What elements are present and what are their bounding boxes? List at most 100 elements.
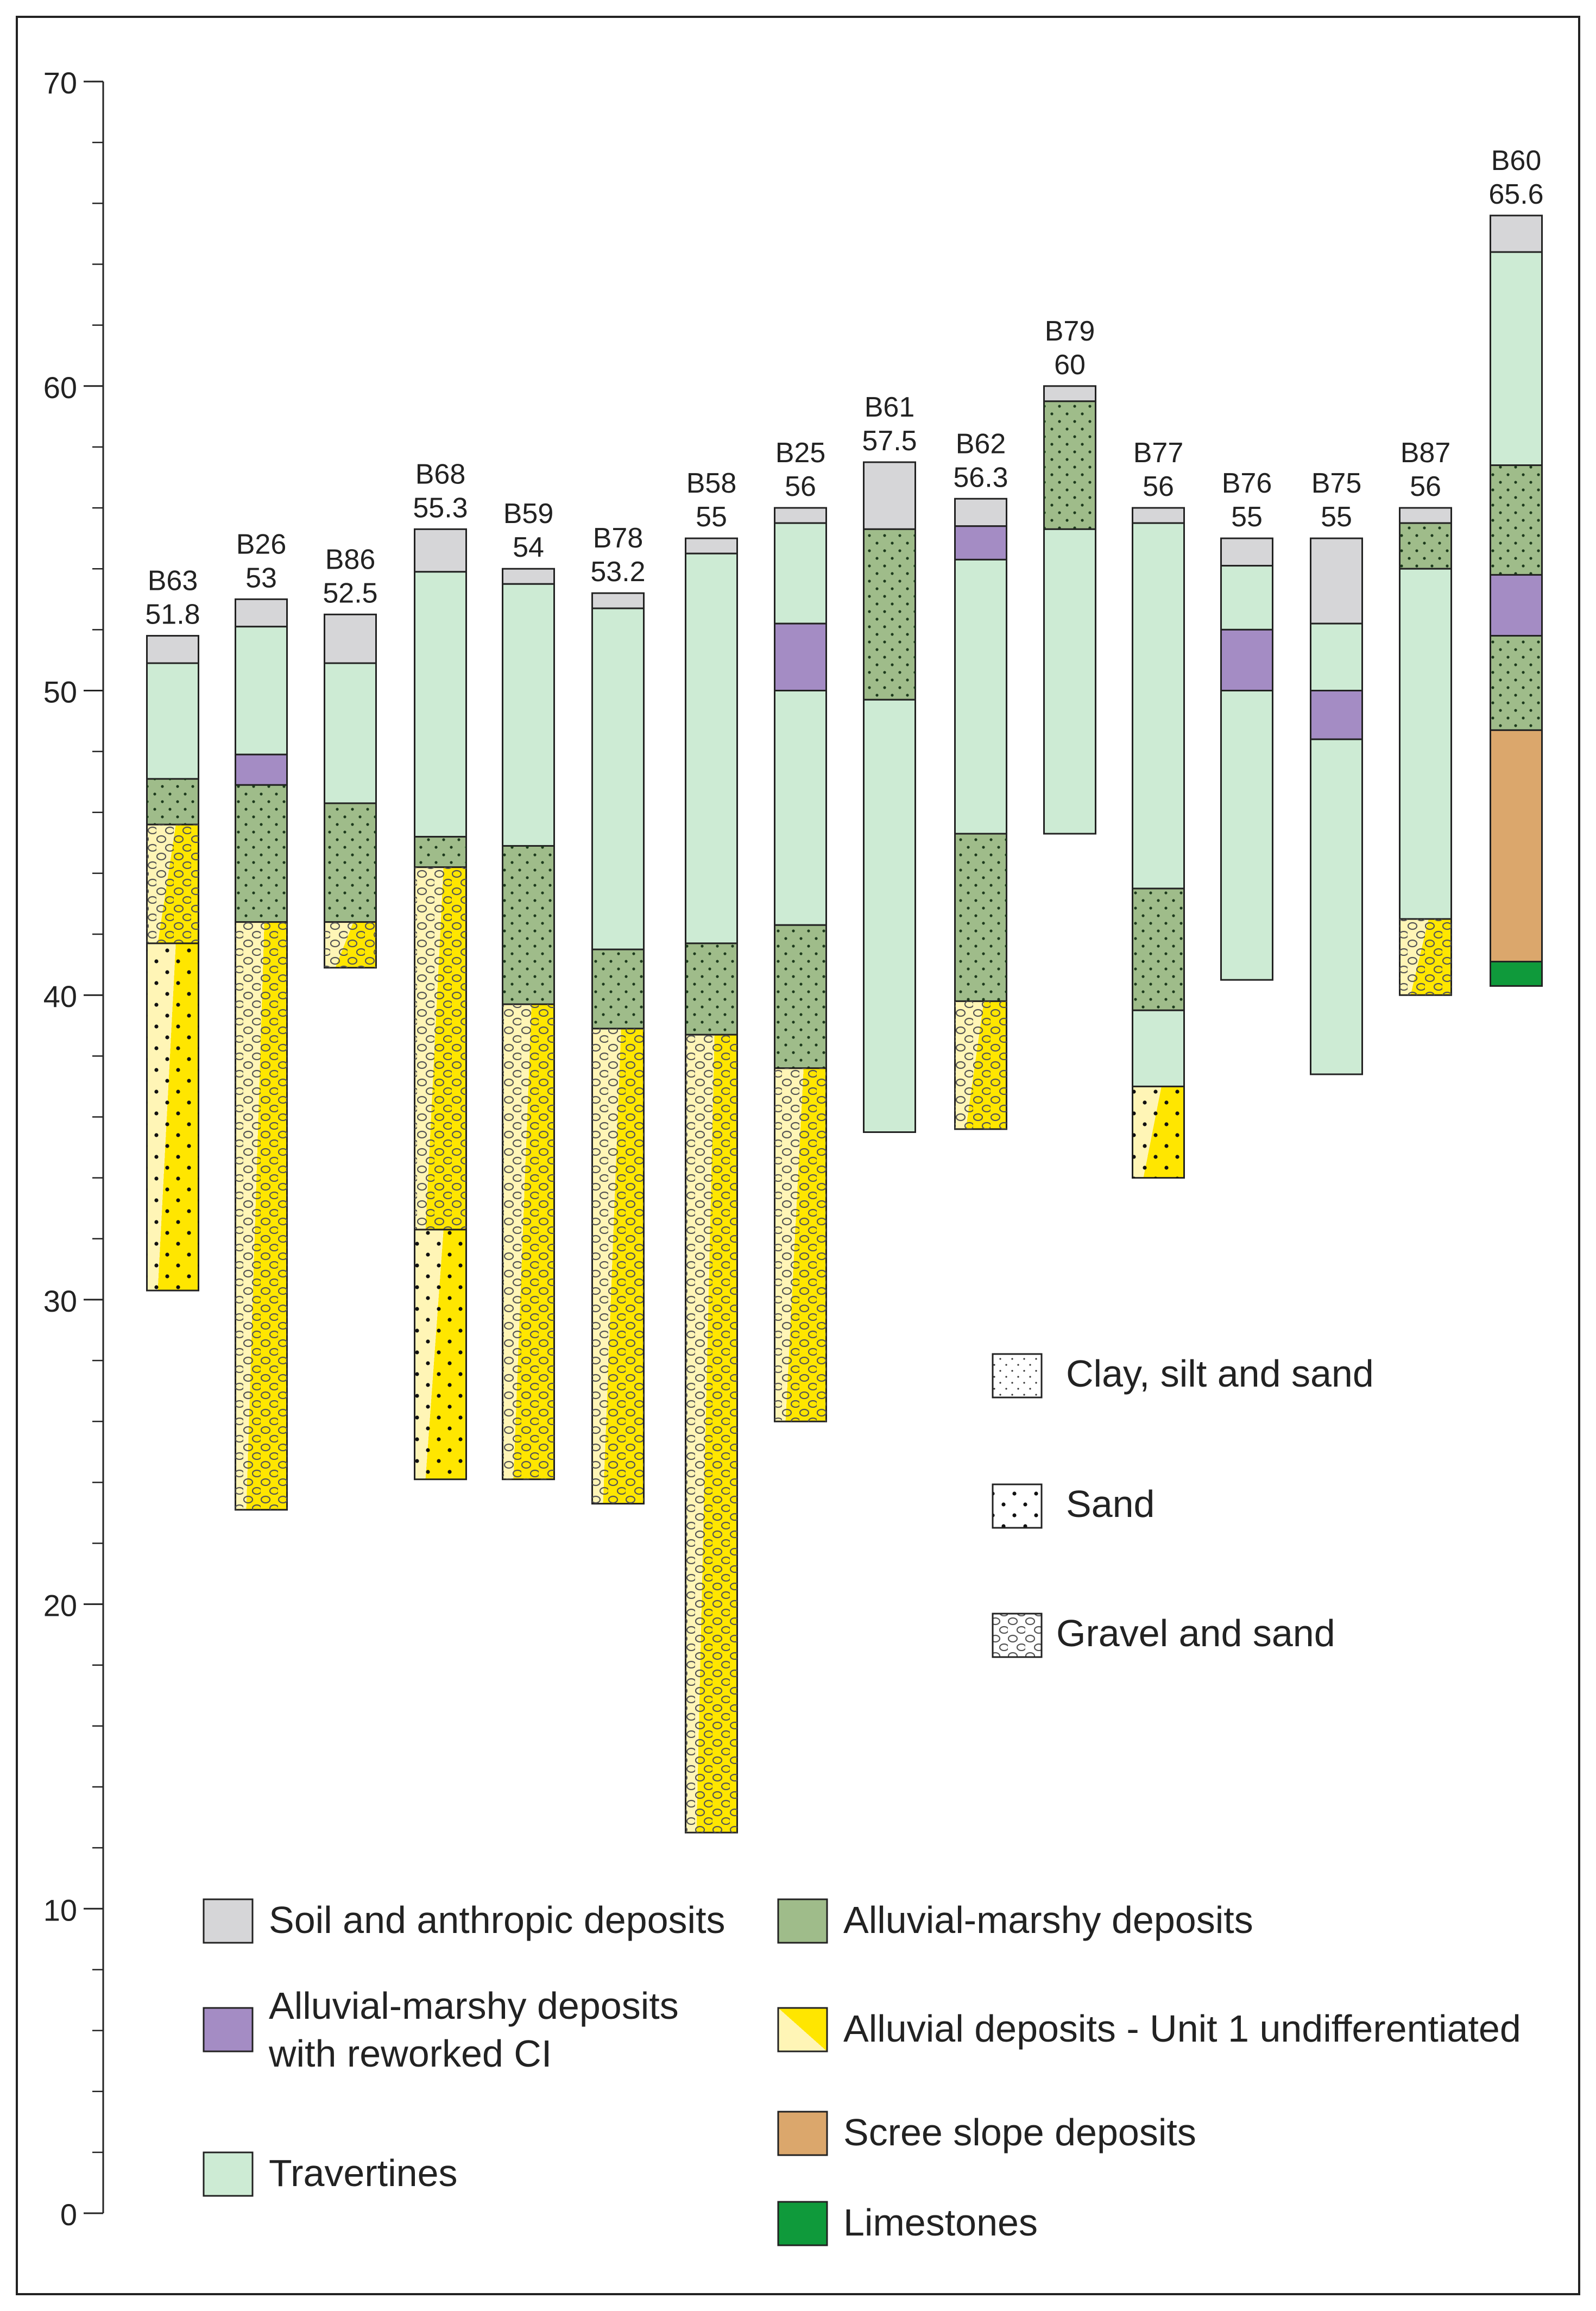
- layer-travertine: [1310, 738, 1363, 1075]
- borehole-name: B76: [1222, 468, 1272, 499]
- borehole-name: B26: [236, 528, 287, 560]
- borehole-elevation: 51.8: [145, 599, 200, 631]
- borehole-elevation: 56: [1410, 471, 1441, 502]
- borehole-elevation: 53: [245, 562, 277, 594]
- layer-soil: [324, 613, 377, 664]
- layer-texture: [1490, 465, 1542, 575]
- unit-swatch-soil: [203, 1898, 254, 1944]
- unit-swatch-scree: [777, 2111, 828, 2156]
- layer-travertine: [1399, 568, 1452, 920]
- borehole-name: B86: [325, 544, 376, 575]
- layer-soil: [954, 498, 1007, 527]
- layer-limestone: [1490, 961, 1543, 987]
- layer-texture: [502, 1004, 554, 1479]
- layer-soil: [1043, 385, 1096, 402]
- unit-legend-label: Limestones: [843, 2201, 1038, 2244]
- layer-travertine: [1220, 690, 1273, 981]
- unit-legend-label: Alluvial-marshy deposits: [843, 1899, 1253, 1941]
- layer-marshy_ci: [1310, 690, 1363, 740]
- layer-soil: [1490, 215, 1543, 253]
- borehole-elevation: 55: [696, 501, 727, 533]
- unit-swatch-marshy_ci: [203, 2007, 254, 2052]
- layer-texture: [324, 803, 376, 922]
- y-axis: 0 10 20 30 40 50 60 70: [43, 66, 104, 2232]
- layer-texture: [955, 834, 1007, 1002]
- layer-soil: [591, 592, 645, 609]
- layer-texture: [955, 1001, 1007, 1129]
- borehole-name: B25: [775, 437, 826, 469]
- texture-swatch-pattern: [992, 1613, 1043, 1658]
- borehole-name: B59: [503, 498, 554, 530]
- y-tick-label: 40: [43, 979, 77, 1013]
- layer-travertine: [1132, 522, 1185, 890]
- layer-soil: [235, 598, 288, 628]
- layer-texture: [147, 824, 199, 943]
- texture-legend-label: Clay, silt and sand: [1066, 1352, 1374, 1395]
- layer-texture: [1132, 1086, 1184, 1178]
- layer-marshy_ci: [235, 753, 288, 786]
- borehole-elevation: 56: [785, 471, 816, 502]
- y-tick-label: 20: [43, 1589, 77, 1623]
- y-tick-label: 10: [43, 1893, 77, 1927]
- borehole-name: B87: [1401, 437, 1451, 469]
- unit-swatch-alluvial: [777, 2007, 828, 2052]
- texture-legend-label: Sand: [1066, 1483, 1155, 1525]
- layer-soil: [146, 635, 199, 664]
- borehole-name: B68: [415, 458, 466, 490]
- layer-texture: [685, 1035, 737, 1833]
- y-tick-label: 60: [43, 370, 77, 405]
- layer-soil: [1310, 537, 1363, 625]
- layer-travertine: [502, 583, 555, 847]
- borehole-elevation: 55: [1231, 501, 1263, 533]
- layer-texture: [774, 925, 827, 1068]
- unit-legend-label: Alluvial deposits - Unit 1 undifferentia…: [843, 2007, 1521, 2050]
- layer-travertine: [1490, 251, 1543, 467]
- unit-legend-label: with reworked CI: [268, 2032, 552, 2075]
- borehole-elevation: 53.2: [590, 556, 645, 588]
- layer-texture: [502, 846, 554, 1005]
- layer-travertine: [591, 607, 645, 950]
- layer-texture: [592, 949, 644, 1029]
- borehole-name: B78: [593, 522, 644, 554]
- borehole-name: B79: [1045, 316, 1095, 347]
- layer-travertine: [954, 558, 1007, 835]
- layer-soil: [863, 461, 916, 530]
- layer-travertine: [146, 662, 199, 780]
- layer-texture: [414, 867, 466, 1230]
- unit-legend-label: Soil and anthropic deposits: [269, 1899, 726, 1941]
- borehole-name: B77: [1133, 437, 1184, 469]
- borehole-name: B58: [686, 468, 737, 499]
- layer-travertine: [685, 552, 738, 944]
- layer-marshy_ci: [774, 622, 827, 691]
- borehole-name: B63: [148, 565, 198, 597]
- borehole-elevation: 52.5: [323, 577, 377, 609]
- unit-legend-label: Travertines: [269, 2152, 458, 2194]
- y-tick-label: 50: [43, 675, 77, 709]
- layer-texture: [414, 836, 466, 867]
- layer-marshy_ci: [1490, 574, 1543, 637]
- layer-texture: [774, 1068, 827, 1422]
- y-tick-label: 30: [43, 1284, 77, 1318]
- unit-legend: Soil and anthropic deposits Alluvial-mars…: [203, 1898, 1521, 2246]
- texture-legend-label: Gravel and sand: [1056, 1612, 1335, 1654]
- borehole-elevation: 60: [1054, 349, 1086, 381]
- borehole-elevation: 55.3: [413, 492, 468, 524]
- layer-travertine: [235, 626, 288, 755]
- layer-travertine: [324, 662, 377, 804]
- layer-travertine: [774, 690, 827, 926]
- layer-texture: [147, 779, 199, 825]
- borehole-elevation: 55: [1321, 501, 1352, 533]
- texture-swatch-pattern: [992, 1483, 1043, 1529]
- layer-texture: [414, 1229, 466, 1479]
- borehole-elevation: 57.5: [862, 425, 917, 457]
- y-tick-label: 70: [43, 66, 77, 100]
